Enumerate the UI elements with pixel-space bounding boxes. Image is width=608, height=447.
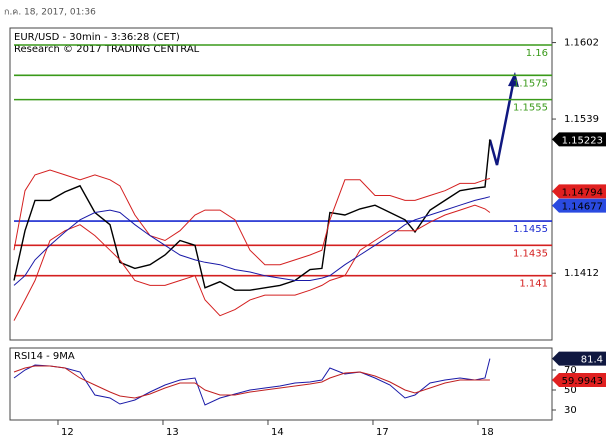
timestamp: ก.ค. 18, 2017, 01:36 [4, 8, 96, 18]
price-tag [552, 373, 606, 388]
x-tick-label: 17 [376, 427, 389, 438]
x-tick-label: 12 [61, 427, 74, 438]
series-line [13, 169, 491, 266]
series-line [13, 139, 491, 291]
price-tag-label: 1.15223 [562, 135, 603, 146]
rsi-panel [9, 347, 553, 421]
series-line [13, 365, 490, 399]
price-tag-label: 59.9943 [562, 376, 603, 387]
y-tick-label: 30 [564, 405, 577, 416]
price-tag [552, 198, 606, 213]
forecast-arrow [488, 83, 515, 166]
level-label: 1.1575 [513, 78, 548, 89]
level-label: 1.1455 [513, 224, 548, 235]
series-line [13, 358, 491, 406]
series-line [13, 196, 491, 286]
level-label: 1.1435 [513, 248, 548, 259]
price-tag-label: 81.4 [581, 355, 603, 366]
series-line [13, 204, 491, 321]
price-tag [552, 184, 606, 199]
price-tag [552, 132, 606, 147]
price-tag-label: 1.14794 [562, 187, 603, 198]
level-label: 1.16 [526, 48, 548, 59]
y-tick-label: 70 [564, 365, 577, 376]
price-tag [552, 351, 606, 366]
x-tick-label: 18 [481, 427, 494, 438]
x-tick-label: 13 [166, 427, 179, 438]
y-tick-label: 1.1539 [564, 114, 599, 125]
level-label: 1.1555 [513, 103, 548, 114]
chart-title: EUR/USD - 30min - 3:36:28 (CET) [14, 32, 180, 43]
x-tick-label: 14 [271, 427, 284, 438]
level-label: 1.141 [519, 279, 548, 290]
y-tick-label: 1.1412 [564, 268, 599, 279]
chart-subtitle: Research © 2017 TRADING CENTRAL [14, 44, 200, 55]
forecast-arrowhead [508, 72, 519, 87]
main-panel [9, 27, 553, 341]
rsi-title: RSI14 - 9MA [14, 351, 75, 362]
price-tag-label: 1.14677 [562, 202, 603, 213]
y-tick-label: 50 [564, 385, 577, 396]
y-tick-label: 1.1602 [564, 38, 599, 49]
